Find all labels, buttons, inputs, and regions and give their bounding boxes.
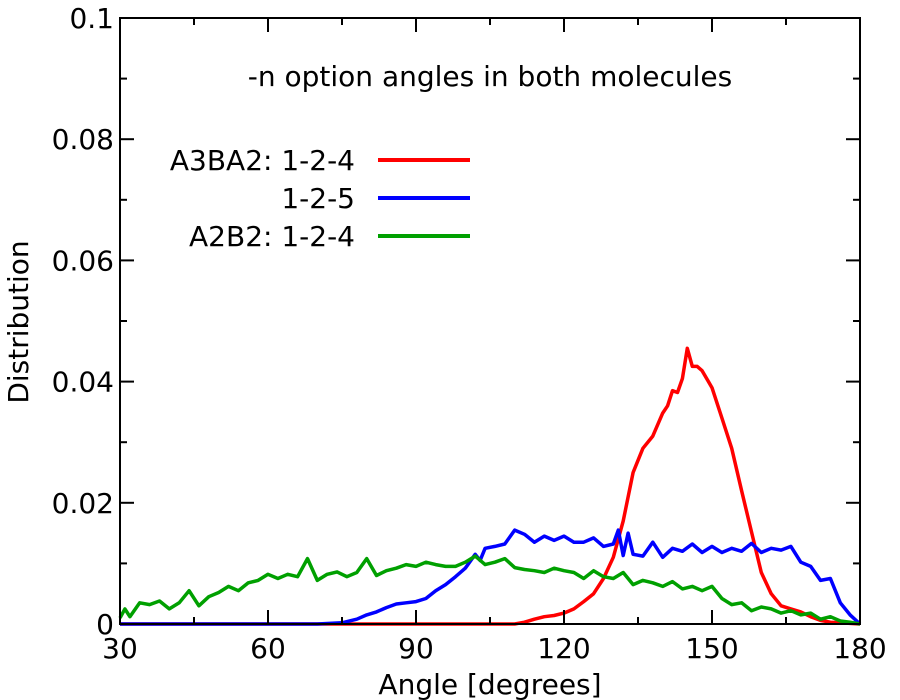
x-axis-title: Angle [degrees] <box>378 668 601 700</box>
legend-label-3: A2B2: 1-2-4 <box>189 220 355 253</box>
x-tick-label: 150 <box>685 632 738 665</box>
series-layer <box>118 346 862 626</box>
x-tick-label: 60 <box>250 632 286 665</box>
y-axis-title: Distribution <box>2 240 35 403</box>
y-tick-label: 0.08 <box>52 123 114 156</box>
x-tick-label: 180 <box>833 632 886 665</box>
series-line-1 <box>120 346 861 626</box>
y-tick-label: 0.02 <box>52 487 114 520</box>
axes-layer: 30 60 90 120 150 180 0 0.02 0.04 0.06 0.08 0.1 <box>52 2 887 665</box>
y-tick-label: 0.1 <box>69 2 114 35</box>
series-line-2 <box>120 528 862 626</box>
y-tick-label: 0 <box>96 608 114 641</box>
x-tick-label: 120 <box>537 632 590 665</box>
legend: A3BA2: 1-2-4 1-2-5 A2B2: 1-2-4 <box>170 144 470 253</box>
x-tick-label: 90 <box>398 632 434 665</box>
y-tick-label: 0.04 <box>52 366 114 399</box>
chart-annotation: -n option angles in both molecules <box>248 60 732 93</box>
legend-label-2: 1-2-5 <box>281 182 355 215</box>
legend-label-1: A3BA2: 1-2-4 <box>170 144 355 177</box>
series-line-3 <box>118 554 861 626</box>
x-tick-label: 30 <box>102 632 138 665</box>
plot-frame <box>119 17 861 625</box>
y-tick-label: 0.06 <box>52 244 114 277</box>
